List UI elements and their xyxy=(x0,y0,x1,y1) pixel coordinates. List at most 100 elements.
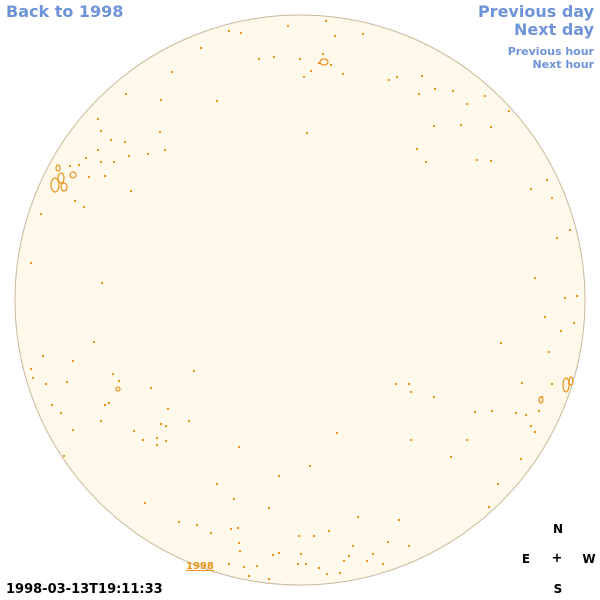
feature-mark xyxy=(100,161,102,163)
feature-mark xyxy=(433,125,435,127)
next-hour-link[interactable]: Next hour xyxy=(532,58,595,71)
feature-mark xyxy=(491,410,493,412)
previous-day-link[interactable]: Previous day xyxy=(477,2,594,21)
feature-mark xyxy=(342,73,344,75)
feature-mark xyxy=(228,563,230,565)
feature-contour xyxy=(568,376,574,386)
feature-mark xyxy=(171,71,173,73)
feature-mark xyxy=(72,360,74,362)
compass-north-label: N xyxy=(552,522,564,536)
feature-contour xyxy=(538,396,544,404)
feature-mark xyxy=(309,465,311,467)
feature-mark xyxy=(101,282,103,284)
feature-mark xyxy=(318,567,320,569)
feature-mark xyxy=(416,148,418,150)
feature-mark xyxy=(322,53,324,55)
feature-mark xyxy=(42,355,44,357)
feature-mark xyxy=(408,545,410,547)
feature-mark xyxy=(69,165,71,167)
feature-mark xyxy=(63,455,65,457)
feature-mark xyxy=(569,229,571,231)
feature-mark xyxy=(497,483,499,485)
feature-mark xyxy=(343,560,345,562)
feature-mark xyxy=(325,20,327,22)
feature-mark xyxy=(243,566,245,568)
feature-mark xyxy=(330,64,332,66)
feature-contour xyxy=(115,386,121,392)
compass-west-label: W xyxy=(582,552,596,566)
next-day-link[interactable]: Next day xyxy=(514,20,594,39)
year-link[interactable]: 1998 xyxy=(186,561,214,572)
feature-mark xyxy=(318,62,320,64)
feature-mark xyxy=(382,563,384,565)
compass-center-marker: + xyxy=(551,551,563,566)
feature-mark xyxy=(72,429,74,431)
feature-mark xyxy=(450,456,452,458)
feature-mark xyxy=(216,100,218,102)
feature-mark xyxy=(474,411,476,413)
feature-mark xyxy=(272,554,274,556)
feature-mark xyxy=(490,126,492,128)
feature-mark xyxy=(130,190,132,192)
feature-mark xyxy=(546,179,548,181)
feature-mark xyxy=(548,351,550,353)
feature-mark xyxy=(408,383,410,385)
feature-mark xyxy=(110,139,112,141)
feature-mark xyxy=(97,149,99,151)
feature-mark xyxy=(534,277,536,279)
feature-mark xyxy=(362,33,364,35)
feature-mark xyxy=(51,404,53,406)
feature-mark xyxy=(156,444,158,446)
feature-mark xyxy=(534,431,536,433)
feature-contour xyxy=(319,58,329,66)
feature-mark xyxy=(165,425,167,427)
feature-mark xyxy=(573,322,575,324)
previous-hour-link[interactable]: Previous hour xyxy=(507,45,594,58)
feature-mark xyxy=(228,30,230,32)
feature-mark xyxy=(239,550,241,552)
feature-mark xyxy=(32,377,34,379)
feature-mark xyxy=(339,572,341,574)
feature-mark xyxy=(248,575,250,577)
feature-mark xyxy=(238,542,240,544)
feature-mark xyxy=(398,519,400,521)
feature-mark xyxy=(348,555,350,557)
feature-mark xyxy=(188,420,190,422)
feature-mark xyxy=(113,161,115,163)
feature-mark xyxy=(66,381,68,383)
feature-mark xyxy=(466,439,468,441)
feature-mark xyxy=(230,528,232,530)
feature-mark xyxy=(298,535,300,537)
feature-mark xyxy=(133,430,135,432)
feature-mark xyxy=(118,380,120,382)
feature-mark xyxy=(150,387,152,389)
feature-mark xyxy=(156,437,158,439)
feature-mark xyxy=(100,130,102,132)
feature-mark xyxy=(326,573,328,575)
feature-mark xyxy=(508,110,510,112)
feature-mark xyxy=(410,439,412,441)
feature-mark xyxy=(167,408,169,410)
feature-mark xyxy=(210,532,212,534)
feature-mark xyxy=(60,412,62,414)
feature-contour xyxy=(55,164,61,172)
back-to-year-link[interactable]: Back to 1998 xyxy=(6,2,124,21)
feature-mark xyxy=(85,157,87,159)
feature-mark xyxy=(520,458,522,460)
feature-mark xyxy=(128,155,130,157)
feature-mark xyxy=(576,295,578,297)
feature-mark xyxy=(538,410,540,412)
feature-mark xyxy=(530,188,532,190)
feature-mark xyxy=(278,475,280,477)
feature-mark xyxy=(164,149,166,151)
feature-mark xyxy=(488,506,490,508)
feature-mark xyxy=(372,553,374,555)
feature-mark xyxy=(165,440,167,442)
feature-mark xyxy=(366,560,368,562)
feature-mark xyxy=(525,414,527,416)
observation-timestamp: 1998-03-13T19:11:33 xyxy=(6,582,163,597)
solar-disk xyxy=(14,14,586,586)
feature-contour xyxy=(562,377,570,393)
feature-mark xyxy=(452,90,454,92)
feature-mark xyxy=(45,383,47,385)
